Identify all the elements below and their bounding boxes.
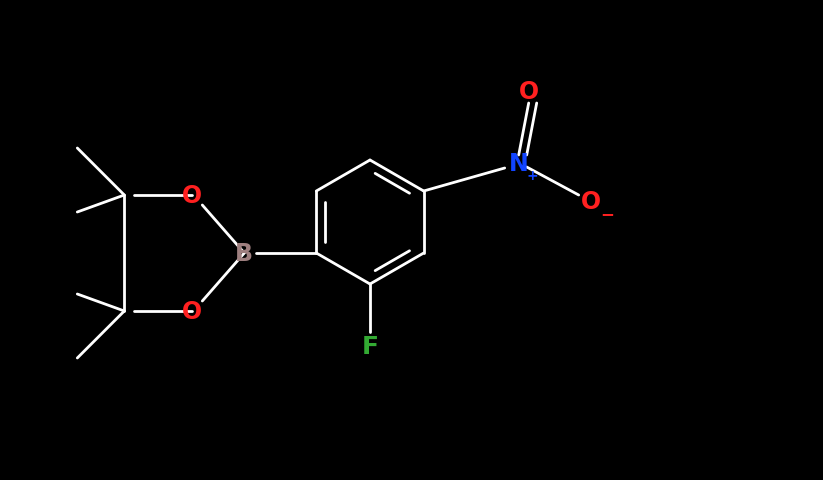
Text: O: O — [518, 80, 539, 104]
Text: +: + — [527, 168, 538, 182]
Text: −: − — [600, 204, 614, 223]
Text: O: O — [182, 184, 202, 207]
Text: B: B — [235, 241, 253, 265]
Text: F: F — [361, 334, 379, 358]
Text: N: N — [509, 152, 528, 176]
Text: O: O — [581, 190, 601, 214]
Text: O: O — [182, 300, 202, 324]
